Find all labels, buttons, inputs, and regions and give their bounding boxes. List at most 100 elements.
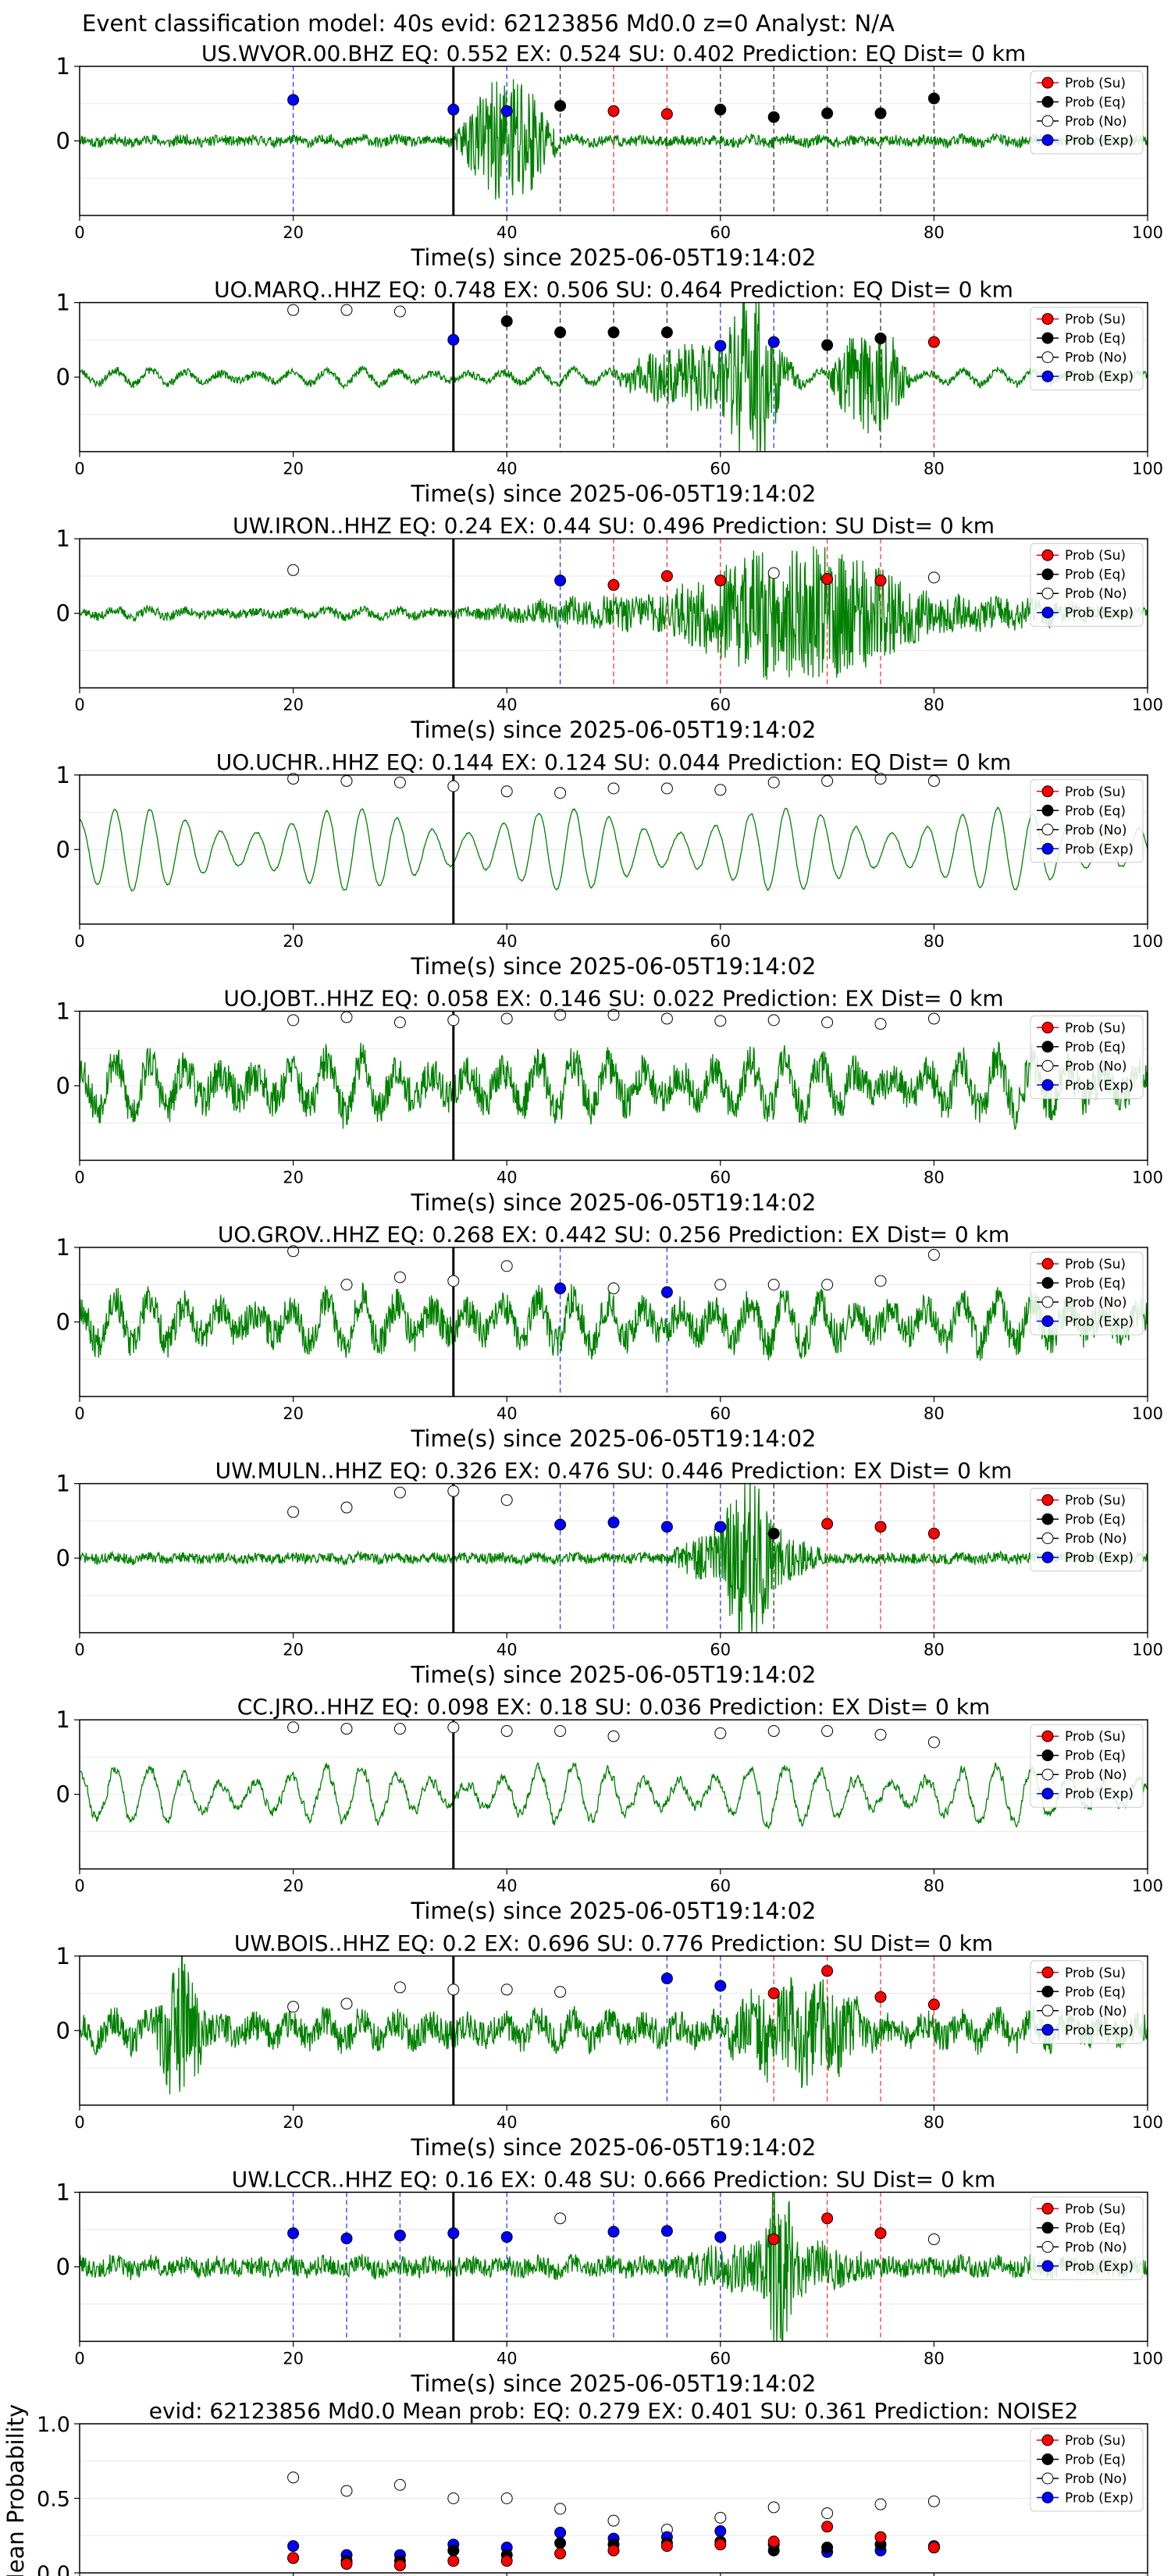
legend-label: Prob (Eq) <box>1065 1276 1126 1292</box>
x-tick-label: 100 <box>1132 460 1163 479</box>
waveform-trace <box>80 79 1148 200</box>
x-tick-label: 60 <box>710 1404 731 1423</box>
panel-title: UW.IRON..HHZ EQ: 0.24 EX: 0.44 SU: 0.496… <box>233 513 995 539</box>
prob-point-no <box>927 1736 940 1749</box>
prob-point-no <box>607 782 620 795</box>
prob-point-eq <box>821 339 834 351</box>
prob-point-eq <box>927 92 940 105</box>
prob-point-su <box>821 2212 834 2225</box>
legend-label: Prob (Exp) <box>1065 1787 1134 1802</box>
prob-point-eq <box>607 326 620 339</box>
legend-label: Prob (Exp) <box>1065 2023 1134 2038</box>
prob-point-no <box>660 782 673 795</box>
prob-point-no <box>393 1723 406 1735</box>
x-tick-label: 60 <box>710 1641 731 1660</box>
legend-box <box>1030 1960 1144 2044</box>
legend-marker-exp <box>1041 1551 1054 1564</box>
legend-label: Prob (No) <box>1065 1295 1127 1311</box>
plot-area <box>80 302 1148 452</box>
prob-point-exp <box>607 1516 620 1528</box>
legend-marker-no <box>1041 351 1054 364</box>
legend-label: Prob (No) <box>1065 586 1127 602</box>
prob-point-eq <box>554 326 567 339</box>
prob-point-no <box>554 2212 567 2225</box>
panel-title: UO.UCHR..HHZ EQ: 0.144 EX: 0.124 SU: 0.0… <box>216 749 1011 775</box>
legend-marker-no <box>1041 587 1054 600</box>
prob-point-no <box>287 2001 300 2013</box>
y-tick-label: 1 <box>56 1471 70 1497</box>
legend-marker-su <box>1041 1021 1054 1034</box>
prob-point-exp <box>714 340 727 352</box>
prob-point-exp <box>767 336 780 348</box>
prob-point-no <box>714 1727 727 1739</box>
mean-point-su <box>927 2542 940 2554</box>
panel-3: 0 20 40 60 80 100 0 1 UO.UCHR..HHZ EQ: 0.144 EX:… <box>56 749 1164 980</box>
mean-point-no <box>554 2503 567 2515</box>
y-tick-label: 0 <box>56 2017 70 2044</box>
plot-area <box>80 1483 1148 1633</box>
panel-title: UO.MARQ..HHZ EQ: 0.748 EX: 0.506 SU: 0.4… <box>214 277 1013 303</box>
x-tick-label: 60 <box>710 2349 731 2368</box>
prob-point-exp <box>287 2227 300 2240</box>
prob-point-no <box>340 1011 353 1023</box>
prob-point-no <box>393 305 406 318</box>
panel-1: 0 20 40 60 80 100 0 1 UO.MARQ..HHZ EQ: 0.748 EX:… <box>56 277 1164 507</box>
y-tick-label: 0 <box>56 600 70 627</box>
prob-point-exp <box>554 575 567 587</box>
x-tick-label: 100 <box>1132 1168 1163 1187</box>
x-tick-label: 80 <box>924 223 945 242</box>
mean-point-eq <box>554 2537 567 2549</box>
prob-point-no <box>500 1984 513 1996</box>
legend-marker-su <box>1041 1258 1054 1270</box>
legend-marker-no <box>1041 1059 1054 1072</box>
y-tick-label: 1 <box>56 525 70 552</box>
prob-point-exp <box>660 1972 673 1984</box>
panel-9: 0 20 40 60 80 100 0 1 UW.LCCR..HHZ EQ: 0.16 EX: … <box>56 2166 1164 2396</box>
mean-point-eq <box>821 2542 834 2554</box>
mean-point-su <box>767 2535 780 2548</box>
prob-point-no <box>447 1485 460 1497</box>
prob-point-no <box>447 1984 460 1996</box>
legend-label: Prob (No) <box>1065 2240 1127 2255</box>
x-axis-label: Time(s) since 2025-06-05T19:14:02 <box>411 244 817 271</box>
legend-marker-eq <box>1041 1277 1054 1289</box>
legend-marker-exp <box>1041 1315 1054 1327</box>
x-tick-label: 20 <box>283 696 304 714</box>
x-tick-label: 20 <box>283 2349 304 2368</box>
prob-point-no <box>714 1015 727 1027</box>
y-tick-label: 0 <box>56 2254 70 2280</box>
mean-point-su <box>447 2555 460 2567</box>
x-tick-label: 20 <box>283 932 304 951</box>
x-tick-label: 60 <box>710 1877 731 1895</box>
plot-area <box>80 1955 1148 2105</box>
legend-marker-no <box>1041 2472 1054 2485</box>
legend-marker-eq <box>1041 332 1054 344</box>
y-tick-label: 1 <box>56 1234 70 1261</box>
prob-point-no <box>393 1486 406 1499</box>
x-tick-label: 0 <box>74 696 84 714</box>
x-tick-label: 60 <box>710 1168 731 1187</box>
legend-label: Prob (Eq) <box>1065 95 1126 111</box>
panel-4: 0 20 40 60 80 100 0 1 UO.JOBT..HHZ EQ: 0.058 EX:… <box>56 985 1164 1215</box>
legend-marker-eq <box>1041 804 1054 817</box>
legend-label: Prob (Su) <box>1065 1729 1126 1745</box>
y-tick-label: 0 <box>56 1545 70 1571</box>
prob-point-no <box>500 1012 513 1025</box>
legend-marker-exp <box>1041 2492 1054 2503</box>
legend-label: Prob (Su) <box>1065 1257 1126 1272</box>
prob-point-no <box>447 1014 460 1026</box>
x-axis-label: Time(s) since 2025-06-05T19:14:02 <box>411 1662 817 1688</box>
legend-marker-su <box>1041 1966 1054 1979</box>
x-tick-label: 80 <box>924 696 945 714</box>
prob-point-no <box>340 1998 353 2010</box>
legend-marker-no <box>1041 1532 1054 1545</box>
plot-area <box>80 2192 1148 2342</box>
prob-point-exp <box>554 1518 567 1531</box>
x-tick-label: 80 <box>924 1168 945 1187</box>
prob-point-no <box>607 1730 620 1742</box>
x-tick-label: 0 <box>74 932 84 951</box>
legend-label: Prob (Su) <box>1065 1493 1126 1509</box>
legend-label: Prob (Exp) <box>1065 841 1134 857</box>
